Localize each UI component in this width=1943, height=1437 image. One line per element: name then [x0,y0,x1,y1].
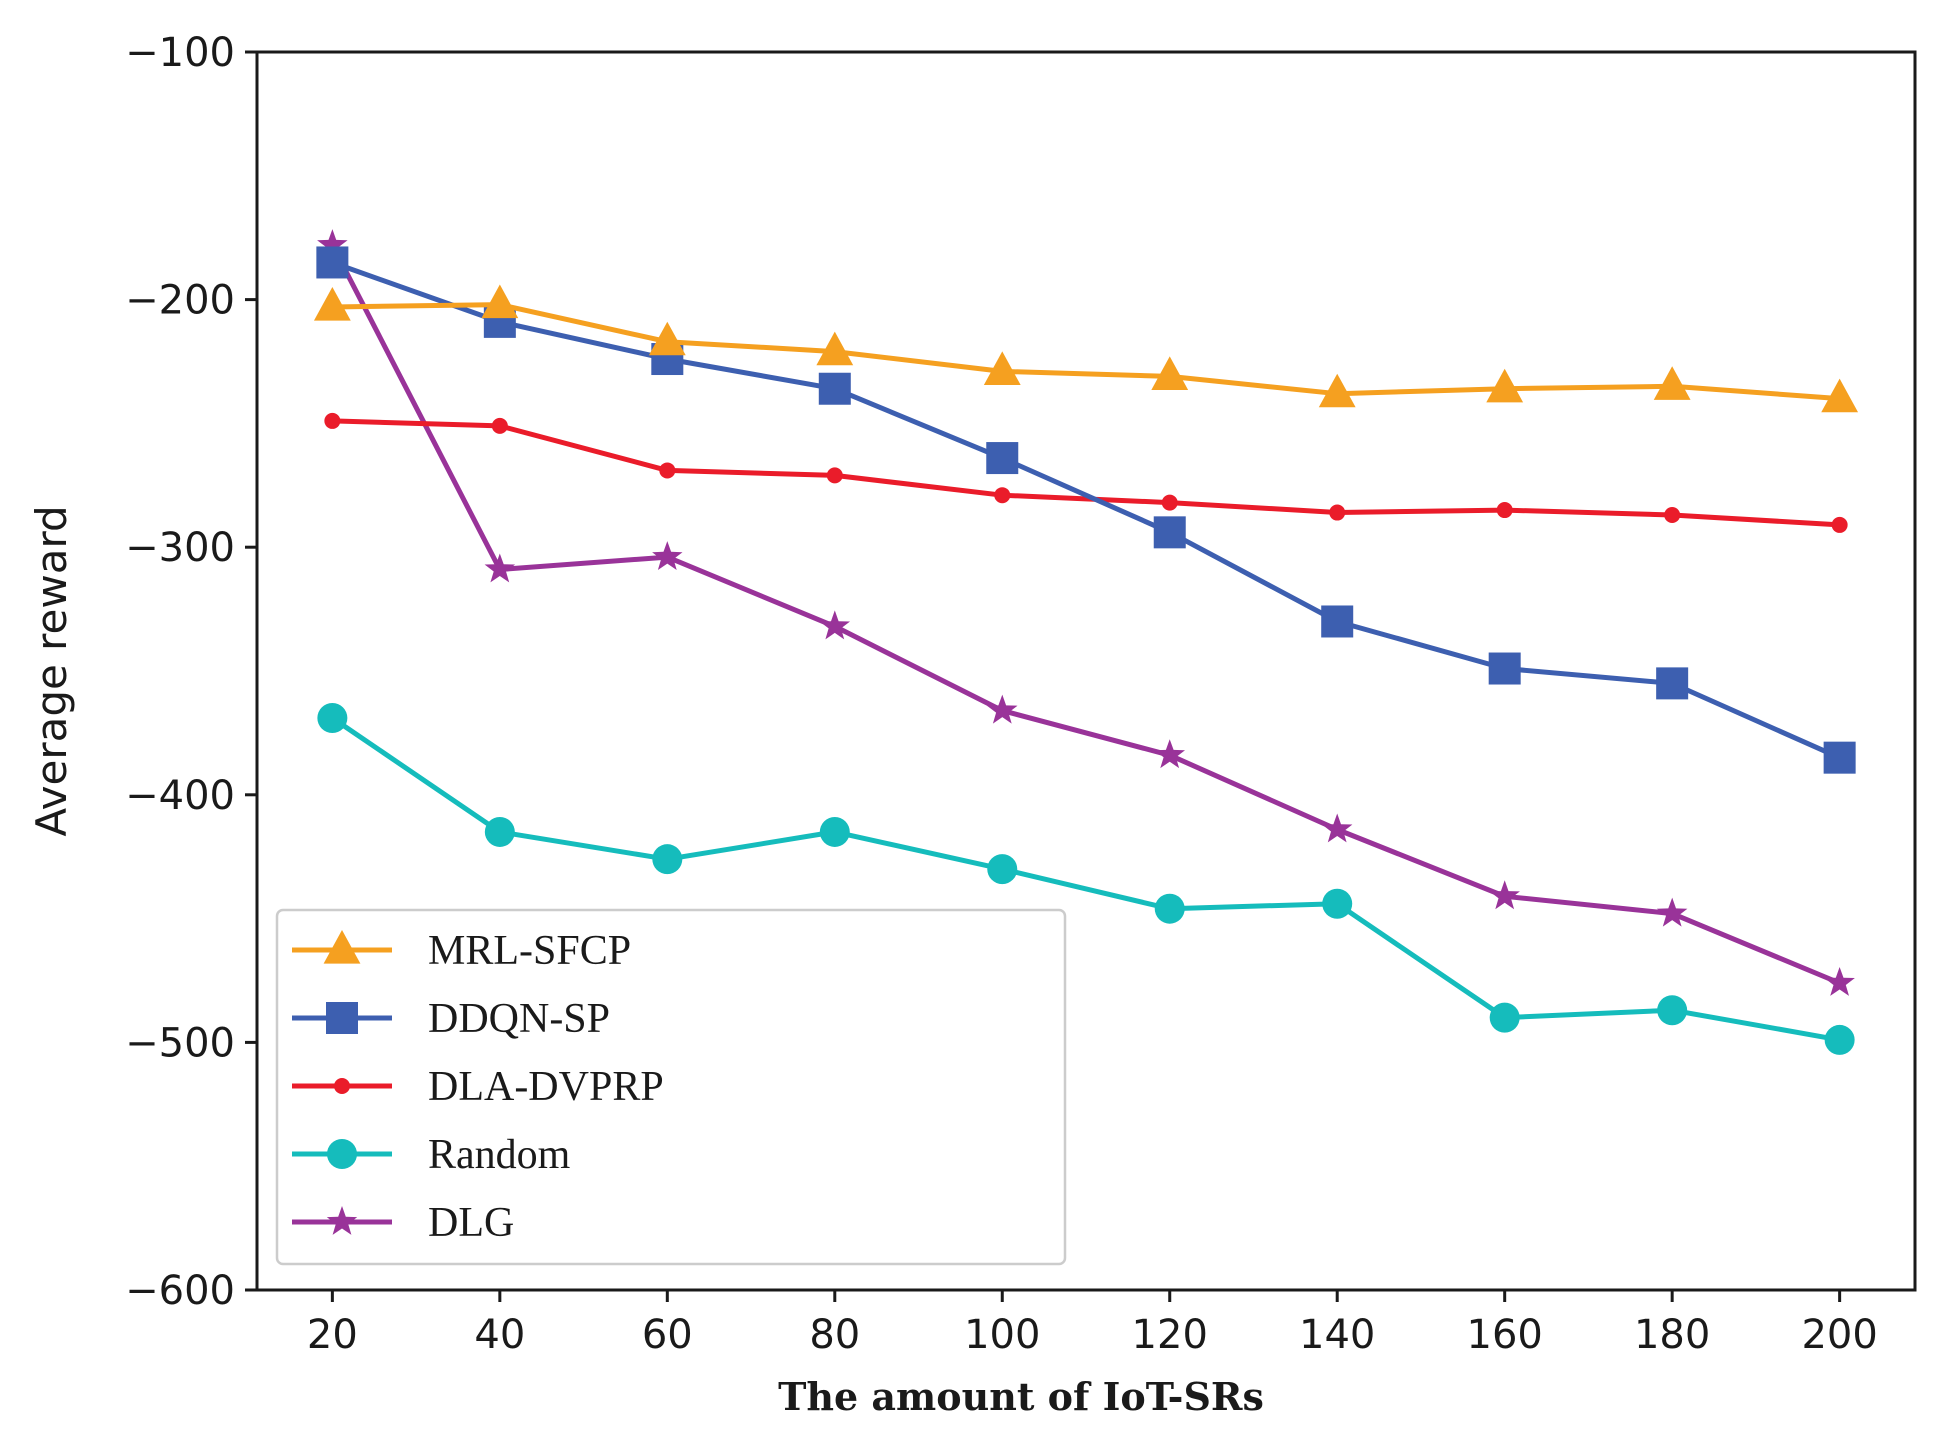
legend-item-random: Random [292,1132,571,1178]
legend-label: DLG [428,1200,514,1246]
x-tick-label: 100 [964,1312,1040,1358]
data-point-dla-dvprp [1831,516,1848,533]
x-tick-label: 160 [1467,1312,1543,1358]
y-tick-label: −500 [125,1020,235,1066]
data-point-dlg [652,541,683,570]
data-point-random [819,816,850,847]
series-random [317,703,1855,1055]
data-point-mrl-sfcp [816,331,854,366]
data-point-random [317,703,348,734]
x-tick-label: 200 [1801,1312,1877,1358]
data-point-mrl-sfcp [1318,373,1356,408]
data-point-dlg [1824,967,1855,996]
data-point-dlg [484,553,516,583]
data-point-dla-dvprp [1329,504,1346,521]
legend-item-dlg: DLG [292,1200,514,1246]
data-point-random [1154,893,1185,924]
legend-label: MRL-SFCP [428,928,631,974]
data-point-dla-dvprp [324,412,341,429]
x-tick-label: 140 [1299,1312,1375,1358]
y-tick-label: −100 [125,30,235,76]
y-tick-label: −400 [125,773,235,819]
data-point-random [1322,888,1353,919]
y-tick-label: −600 [125,1268,235,1314]
data-point-ddqn-sp [1153,516,1186,549]
data-point-mrl-sfcp [1653,366,1691,400]
legend-box [275,908,1067,1266]
series-mrl-sfcp [313,284,1859,413]
y-axis-title: Average reward [27,505,76,836]
data-point-mrl-sfcp [983,351,1021,386]
data-point-random [1489,1002,1520,1033]
data-point-random [987,854,1018,885]
legend-label: DDQN-SP [428,996,610,1042]
y-axis: −100 −200 −300 −400 −500 −600 [125,30,257,1314]
x-tick-label: 120 [1132,1312,1208,1358]
data-point-dla-dvprp [491,417,508,434]
legend-swatch-marker [323,930,361,964]
data-point-mrl-sfcp [1151,356,1189,390]
data-point-ddqn-sp [818,372,851,405]
data-point-dla-dvprp [1496,502,1513,519]
data-point-dlg [819,610,850,640]
x-tick-label: 180 [1634,1312,1710,1358]
series-line-dlg [330,243,1841,986]
data-point-random [484,816,515,847]
series-line-random [330,715,1841,1043]
series-dlg [317,229,1855,996]
x-axis-title: The amount of IoT-SRs [778,1374,1264,1419]
legend-label: Random [428,1132,571,1178]
series-dla-dvprp [324,412,1848,533]
data-point-dla-dvprp [659,462,676,479]
series-line-mrl-sfcp [332,302,1840,402]
y-tick-label: −200 [125,278,235,324]
legend-swatch-marker [327,1139,357,1169]
data-point-ddqn-sp [1823,741,1856,774]
legend-item-dla-dvprp: DLA-DVPRP [292,1064,664,1110]
x-tick-label: 40 [474,1312,525,1358]
x-axis: 20 40 60 80 100 120 140 160 180 200 [307,1290,1878,1358]
data-point-dla-dvprp [994,487,1011,504]
legend-item-mrl-sfcp: MRL-SFCP [292,928,631,974]
data-point-mrl-sfcp [481,284,519,319]
data-point-mrl-sfcp [313,287,351,321]
legend-swatch-marker [326,1002,358,1034]
x-tick-label: 20 [307,1312,358,1358]
y-tick-label: −300 [125,525,235,571]
x-tick-label: 60 [642,1312,693,1358]
data-point-ddqn-sp [1321,605,1354,638]
data-point-random [652,844,683,875]
data-point-ddqn-sp [986,442,1019,475]
data-point-ddqn-sp [1656,667,1689,700]
legend-label: DLA-DVPRP [428,1064,664,1110]
data-point-mrl-sfcp [1486,368,1524,403]
legend-item-ddqn-sp: DDQN-SP [292,996,610,1042]
legend-swatch-marker [334,1078,350,1094]
data-point-mrl-sfcp [1821,378,1859,413]
data-point-dlg [987,694,1018,724]
series-line-ddqn-sp [331,260,1841,760]
legend: MRL-SFCP DDQN-SP DLA-DVPRP Random DLG [275,908,1067,1266]
legend-swatch-marker [326,1206,358,1235]
series-line-dla-dvprp [332,418,1840,528]
data-point-dlg [317,229,348,259]
x-tick-label: 80 [809,1312,860,1358]
data-point-random [1824,1024,1855,1055]
data-point-ddqn-sp [1488,652,1521,685]
data-point-dlg [1656,897,1688,927]
data-point-random [1657,995,1688,1026]
plot-frame [255,50,1917,1292]
data-point-ddqn-sp [316,246,349,279]
legend-items: MRL-SFCP DDQN-SP DLA-DVPRP Random DLG [292,928,664,1246]
data-point-dla-dvprp [1161,494,1178,511]
data-point-dla-dvprp [1664,507,1681,524]
data-point-dlg [1489,880,1520,910]
data-point-mrl-sfcp [648,321,686,356]
data-point-dla-dvprp [826,467,843,484]
data-point-dlg [1154,739,1185,769]
data-point-dlg [1322,813,1353,843]
series-layer [313,229,1859,1055]
